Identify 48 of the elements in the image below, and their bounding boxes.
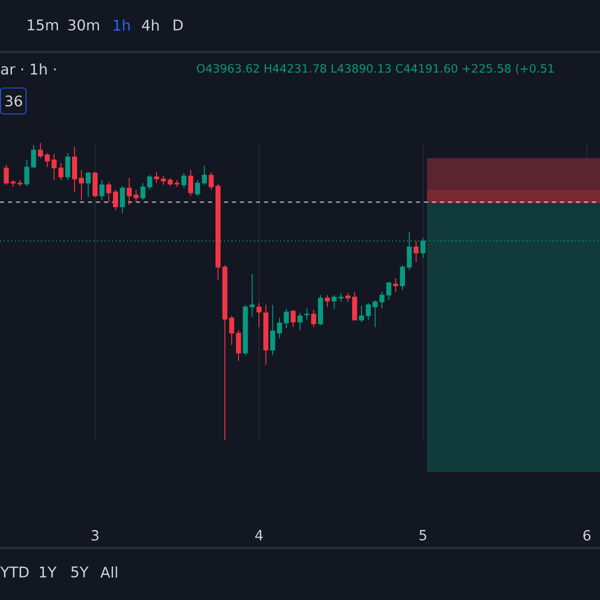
candlestick <box>386 282 392 301</box>
text: D <box>174 20 183 30</box>
candlestick <box>120 186 125 214</box>
candlestick <box>276 317 282 339</box>
chart-title: ar · 1h · <box>1 63 56 75</box>
candlestick <box>208 172 214 190</box>
candlestick <box>400 264 405 290</box>
x-tick-label: 4 <box>255 530 263 540</box>
candlestick <box>311 309 316 328</box>
chart-subtitle: O43963.62 H44231.78 L43890.13 C44191.60 +225.58 (+0.51 <box>196 64 554 74</box>
candlestick <box>86 172 91 198</box>
candlestick <box>58 162 64 181</box>
candlestick <box>181 172 186 189</box>
text: 1Y <box>40 566 57 578</box>
x-tick-label: 3 <box>92 530 98 541</box>
candlestick <box>338 292 344 302</box>
text: 5Y <box>71 566 89 578</box>
candlestick <box>256 302 262 328</box>
text: 30m <box>68 19 99 31</box>
x-tick-label: 5 <box>420 530 426 540</box>
candlestick <box>154 172 160 184</box>
text: YTD <box>0 566 29 578</box>
candlestick <box>414 240 419 263</box>
candlestick <box>188 170 194 196</box>
candlestick <box>290 309 296 328</box>
candlestick <box>236 330 242 362</box>
candlestick <box>379 292 384 309</box>
candlestick <box>393 278 398 293</box>
text: 36 <box>5 95 22 107</box>
candlestick <box>92 172 98 198</box>
candlestick <box>202 165 207 186</box>
candlestick <box>304 308 310 320</box>
candlestick <box>324 294 330 308</box>
text: 1h <box>114 19 130 31</box>
x-tick-label: 6 <box>583 530 590 541</box>
text: 15m <box>28 20 58 30</box>
candlestick <box>99 180 104 200</box>
candlestick <box>78 170 84 200</box>
text: 4h <box>142 19 159 31</box>
candlestick <box>72 146 78 192</box>
candlestick <box>284 308 289 328</box>
candlestick <box>270 304 276 356</box>
candlestick <box>195 180 200 196</box>
candlestick <box>297 312 303 331</box>
candlestick <box>332 294 337 310</box>
candlestick <box>65 152 70 181</box>
text: All <box>100 566 118 578</box>
candlestick <box>358 306 364 323</box>
